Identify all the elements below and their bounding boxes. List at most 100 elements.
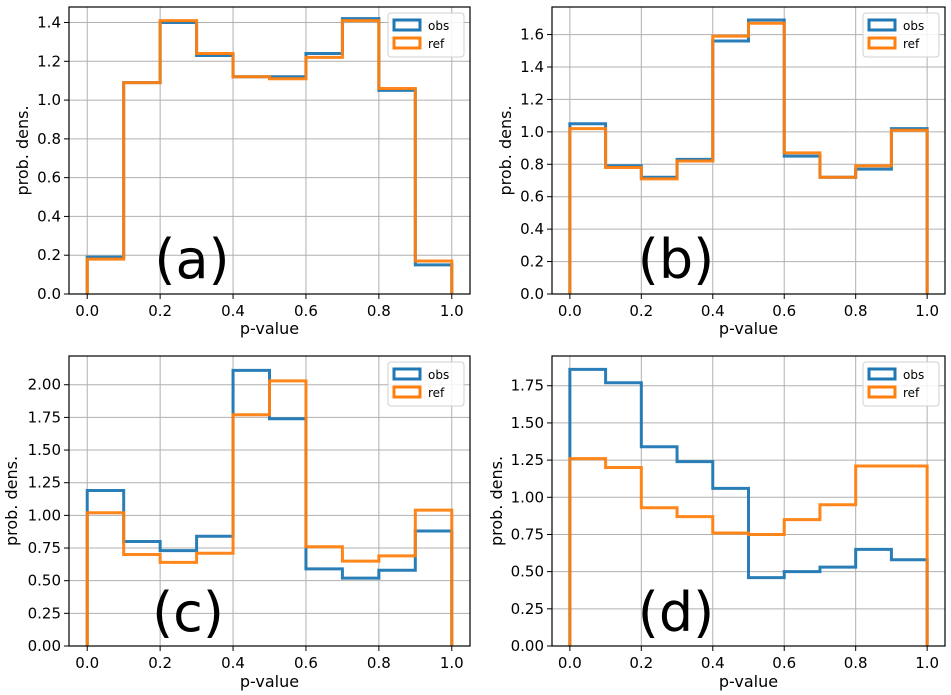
panel-label: (c) [152,581,224,644]
legend: obs ref [387,361,465,407]
x-axis-label: p-value [719,672,778,691]
x-tick-label: 0.6 [772,654,796,672]
y-tick-label: 0.6 [37,169,61,187]
x-tick-label: 0.0 [75,302,99,320]
y-tick-label: 0.8 [520,155,544,173]
legend-swatch-obs [867,18,897,32]
x-tick-label: 1.0 [915,654,939,672]
y-tick-label: 0.2 [520,253,544,271]
legend-label-obs: obs [428,368,449,382]
legend: obs ref [387,12,465,58]
x-tick-label: 0.2 [629,302,653,320]
x-tick-label: 0.2 [629,654,653,672]
legend-swatch-ref [867,36,897,50]
x-axis-label: p-value [240,672,299,691]
panel-label: (b) [638,228,714,291]
y-tick-label: 1.50 [28,441,61,459]
legend-label-ref: ref [428,386,445,400]
series-line-ref [85,379,454,646]
x-tick-label: 0.8 [844,654,868,672]
y-tick-label: 0.00 [511,637,544,655]
y-axis-label: prob. dens. [496,105,515,195]
y-tick-label: 1.2 [520,90,544,108]
y-tick-label: 1.75 [511,377,544,395]
x-tick-label: 1.0 [915,302,939,320]
series-line-obs [568,367,929,646]
legend-swatch-obs [392,367,422,381]
y-tick-label: 0.00 [28,637,61,655]
legend-swatch-ref [392,36,422,50]
x-tick-label: 0.4 [221,302,245,320]
plot-frame [68,355,471,647]
y-axis-label: prob. dens. [13,105,32,195]
series-line-ref [568,457,929,646]
y-tick-label: 0.4 [520,220,544,238]
plot-frame [551,6,946,295]
y-tick-label: 1.00 [28,506,61,524]
y-tick-label: 1.25 [511,451,544,469]
x-tick-label: 1.0 [440,654,464,672]
y-tick-label: 1.0 [37,91,61,109]
y-tick-label: 1.4 [37,14,61,32]
y-tick-label: 0.8 [37,130,61,148]
panel-a: 0.0 0.2 0.4 0.6 0.8 1.0 0.0 0.2 0.4 0.6 0.8 1.0 1.2 1… [13,6,471,338]
legend-label-obs: obs [903,368,924,382]
y-tick-label: 0.50 [511,563,544,581]
legend-label-obs: obs [903,19,924,33]
panel-b: 0.0 0.2 0.4 0.6 0.8 1.0 0.0 0.2 0.4 0.6 0.8 1.0 1.2 1… [496,6,946,338]
legend-box [862,361,940,407]
y-tick-label: 1.25 [28,474,61,492]
y-tick-label: 1.00 [511,488,544,506]
y-axis-label: prob. dens. [2,456,21,546]
x-tick-label: 0.6 [294,302,318,320]
panel-c: 0.0 0.2 0.4 0.6 0.8 1.0 0.00 0.25 0.50 0.75 1.00 1.… [2,355,471,691]
legend-swatch-ref [392,385,422,399]
x-tick-label: 0.0 [558,654,582,672]
y-tick-label: 0.0 [37,285,61,303]
x-axis-label: p-value [240,319,299,338]
x-tick-label: 0.2 [148,654,172,672]
x-tick-label: 0.8 [367,302,391,320]
y-tick-label: 0.0 [520,285,544,303]
panel-label: (d) [638,581,714,644]
panel-label: (a) [154,228,229,291]
legend-label-ref: ref [903,37,920,51]
series-line-ref [85,19,454,294]
x-tick-label: 0.4 [701,654,725,672]
x-axis-label: p-value [719,319,778,338]
legend: obs ref [862,12,940,58]
plot-frame [551,355,946,647]
panel-d: 0.0 0.2 0.4 0.6 0.8 1.0 0.00 0.25 0.50 0.75 1.00 1.… [487,355,946,691]
y-tick-label: 1.0 [520,123,544,141]
legend-label-obs: obs [428,19,449,33]
x-tick-label: 0.8 [367,654,391,672]
series-line-obs [85,17,454,294]
legend-label-ref: ref [428,37,445,51]
y-tick-label: 1.75 [28,408,61,426]
x-tick-label: 0.6 [772,302,796,320]
x-tick-label: 0.6 [294,654,318,672]
legend-swatch-obs [392,18,422,32]
series-line-ref [568,21,929,294]
y-tick-label: 0.4 [37,207,61,225]
legend-box [387,361,465,407]
series-line-obs [568,18,929,294]
y-tick-label: 1.4 [520,58,544,76]
y-tick-label: 1.2 [37,52,61,70]
y-tick-label: 0.75 [28,539,61,557]
x-tick-label: 1.0 [440,302,464,320]
y-axis-label: prob. dens. [487,456,506,546]
plot-frame [68,6,471,295]
y-tick-label: 1.6 [520,26,544,44]
y-tick-label: 1.50 [511,414,544,432]
y-tick-label: 2.00 [28,376,61,394]
y-tick-label: 0.25 [28,604,61,622]
x-tick-label: 0.0 [75,654,99,672]
legend: obs ref [862,361,940,407]
y-tick-label: 0.2 [37,246,61,264]
x-tick-label: 0.2 [148,302,172,320]
y-tick-label: 0.75 [511,525,544,543]
legend-swatch-obs [867,367,897,381]
y-tick-label: 0.50 [28,572,61,590]
